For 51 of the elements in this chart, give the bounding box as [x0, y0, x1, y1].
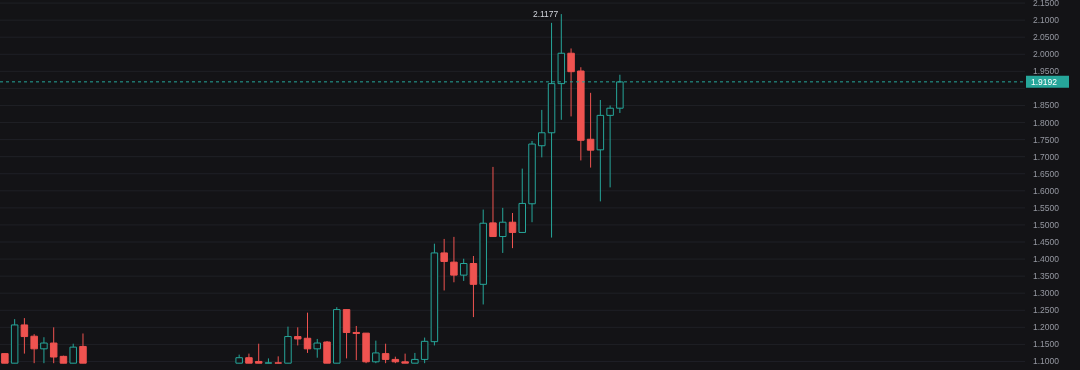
y-tick-label: 1.2000: [1033, 322, 1060, 333]
y-tick-label: 1.1000: [1033, 356, 1060, 367]
y-tick-label: 1.9500: [1033, 66, 1060, 77]
y-tick-label: 2.1000: [1033, 15, 1060, 26]
candlestick: [567, 47, 575, 117]
candlestick: [508, 212, 517, 249]
candlestick: [411, 352, 419, 364]
candlestick: [352, 325, 361, 361]
y-tick-label: 2.1500: [1033, 0, 1060, 9]
candlestick: [293, 326, 302, 346]
candlestick: [49, 326, 58, 364]
y-tick-label: 1.3000: [1033, 288, 1060, 299]
y-tick-label: 1.1500: [1033, 339, 1060, 350]
candlestick: [586, 92, 595, 169]
y-tick-label: 2.0000: [1033, 49, 1060, 60]
y-tick-label: 1.5500: [1033, 202, 1060, 213]
y-tick-label: 2.0500: [1033, 32, 1060, 43]
candlestick: [459, 258, 468, 282]
candlestick: [303, 312, 312, 354]
candlestick: [606, 104, 614, 188]
candlestick: [498, 207, 507, 254]
y-tick-label: 1.6500: [1033, 168, 1060, 179]
annotation: 2.1177: [532, 9, 559, 20]
y-tick-label: 1.2500: [1033, 305, 1060, 316]
candlestick: [469, 255, 478, 318]
candlestick: [440, 238, 448, 291]
y-tick-label: 1.5000: [1033, 219, 1060, 230]
candlestick: [450, 236, 458, 283]
candlestick: [313, 338, 322, 359]
candlestick: [401, 353, 409, 364]
candlestick: [538, 109, 546, 158]
y-tick-label: 1.4000: [1033, 254, 1060, 265]
y-tick-label: 1.7000: [1033, 151, 1060, 162]
candlestick: [69, 343, 77, 364]
y-tick-label: 1.7500: [1033, 134, 1060, 145]
y-tick-label: 1.8000: [1033, 117, 1060, 128]
candlestick: [254, 343, 263, 364]
candlestick: [489, 166, 497, 238]
candlestick: [40, 336, 48, 364]
candlestick: [79, 332, 87, 364]
candlestick: [30, 333, 38, 364]
candlestick: [342, 309, 351, 359]
y-tick-label: 1.8500: [1033, 100, 1060, 111]
candlestick: [372, 340, 380, 364]
candlestick: [20, 317, 29, 355]
candlestick: [420, 337, 429, 364]
y-tick-label: 1.3500: [1033, 271, 1060, 282]
candlestick: [381, 343, 390, 364]
y-tick-label: 1.6000: [1033, 185, 1060, 196]
y-tick-label: 1.4500: [1033, 237, 1060, 247]
ref-line-label: 1.9192: [1031, 76, 1058, 87]
